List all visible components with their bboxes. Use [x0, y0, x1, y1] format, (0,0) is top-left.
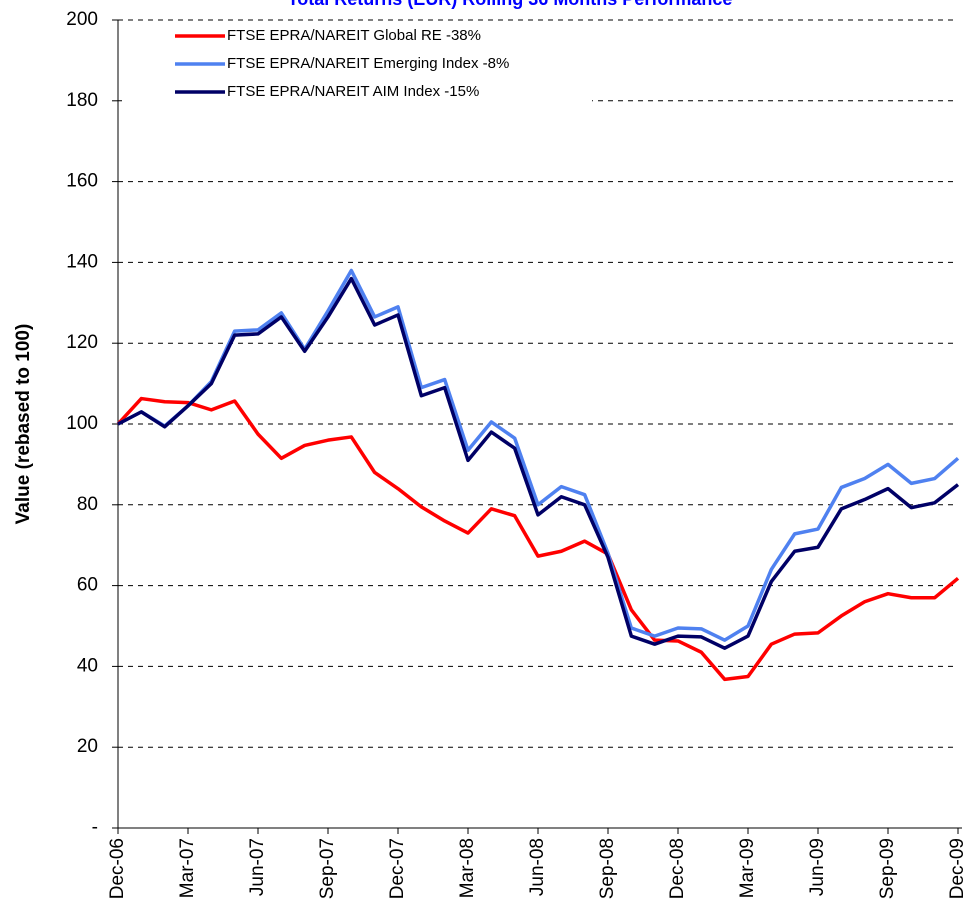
- x-tick-label: Dec-06: [107, 838, 128, 899]
- x-tick-label: Mar-09: [737, 838, 758, 898]
- y-tick-label: 60: [77, 575, 98, 596]
- legend-label: FTSE EPRA/NAREIT Global RE -38%: [227, 27, 481, 44]
- legend-label: FTSE EPRA/NAREIT AIM Index -15%: [227, 83, 479, 100]
- y-tick-label: 100: [66, 413, 98, 434]
- x-tick-label: Mar-07: [177, 838, 198, 898]
- y-tick-label: 20: [77, 736, 98, 757]
- y-tick-label: 140: [66, 251, 98, 272]
- x-tick-label: Jun-07: [247, 838, 268, 896]
- y-tick-label: 120: [66, 332, 98, 353]
- y-tick-label: 200: [66, 9, 98, 30]
- x-tick-label: Sep-08: [597, 838, 618, 899]
- y-tick-label: 40: [77, 655, 98, 676]
- y-tick-label: 80: [77, 494, 98, 515]
- x-tick-label: Sep-09: [877, 838, 898, 899]
- x-tick-label: Dec-07: [387, 838, 408, 899]
- chart-title: Total Returns (EUR) Rolling 36 Months Pe…: [288, 0, 733, 9]
- line-series: [117, 276, 960, 650]
- x-tick-label: Jun-08: [527, 838, 548, 896]
- x-tick-label: Sep-07: [317, 838, 338, 899]
- y-axis-label: Value (rebased to 100): [13, 324, 34, 525]
- x-tick-label: Dec-08: [667, 838, 688, 899]
- legend-box: [122, 24, 592, 110]
- y-tick-label: -: [92, 817, 98, 838]
- x-tick-label: Jun-09: [807, 838, 828, 896]
- line-series: [116, 396, 960, 682]
- y-tick-label: 160: [66, 171, 98, 192]
- x-tick-label: Mar-08: [457, 838, 478, 898]
- y-tick-label: 180: [66, 90, 98, 111]
- line-series: [117, 268, 960, 642]
- legend-label: FTSE EPRA/NAREIT Emerging Index -8%: [227, 55, 509, 72]
- x-tick-label: Dec-09: [947, 838, 963, 899]
